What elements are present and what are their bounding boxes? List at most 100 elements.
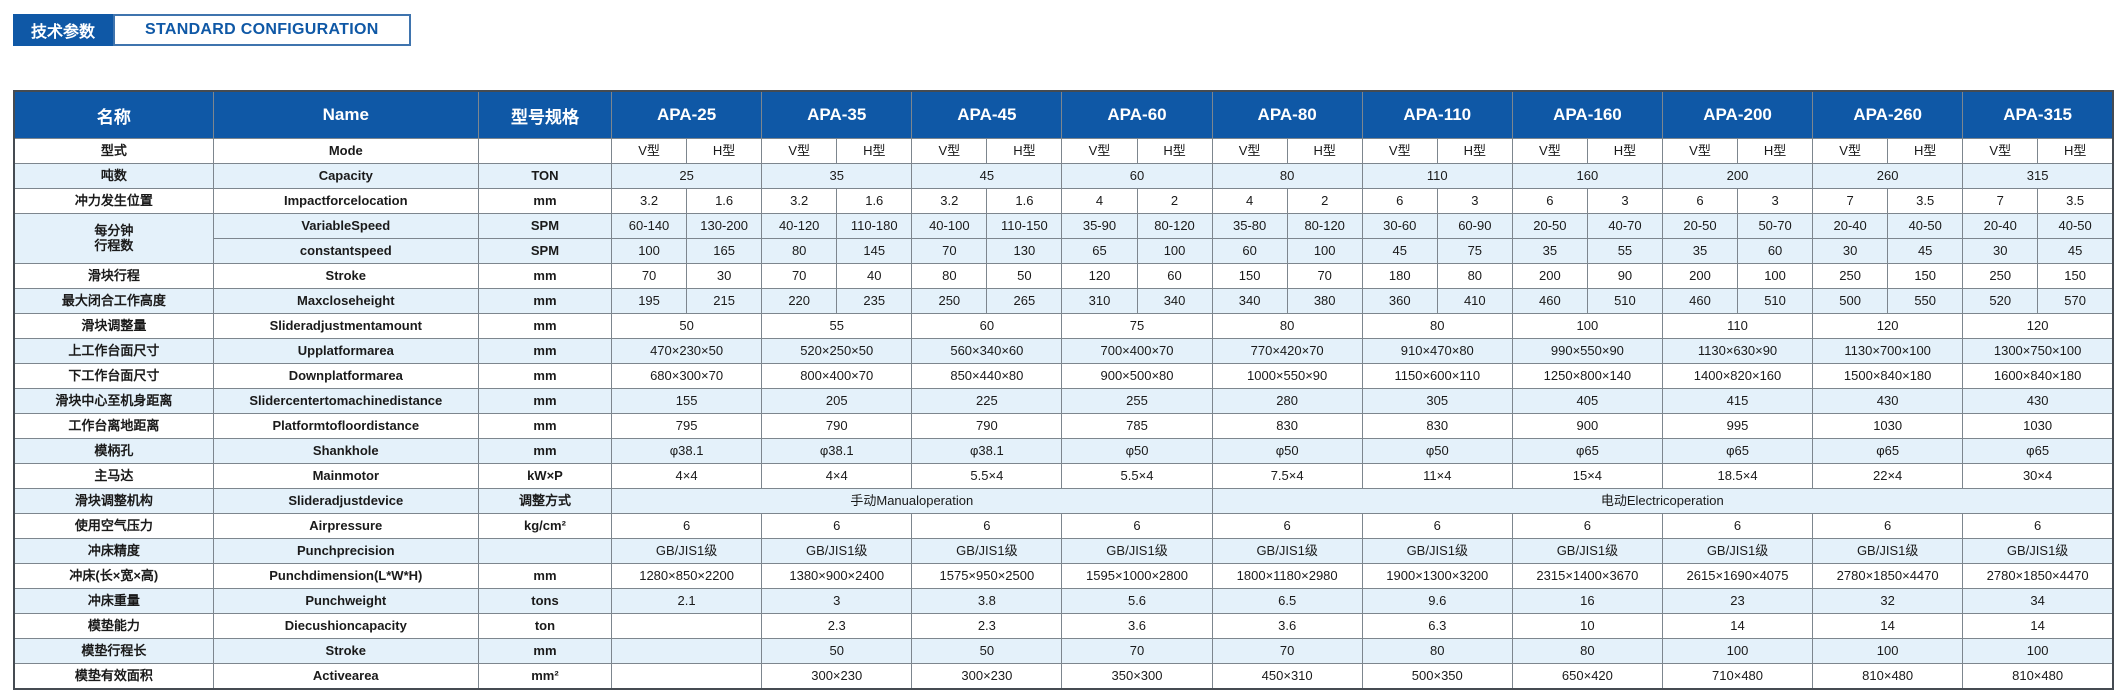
row-unit bbox=[477, 538, 613, 564]
value-cell: 795 bbox=[611, 413, 763, 439]
value-cell: 6 bbox=[1361, 188, 1438, 214]
spec-row: constantspeed SPM 100 165 80 145 70 130 65 100 60 1… bbox=[14, 238, 2114, 264]
value-cell: 20-40 bbox=[1812, 213, 1889, 239]
value-cell: 5.5×4 bbox=[911, 463, 1063, 489]
value-cell: 810×480 bbox=[1962, 663, 2114, 690]
row-label-cn: 吨数 bbox=[13, 163, 214, 189]
value-cell: 100 bbox=[1737, 263, 1814, 289]
value-cell: 80 bbox=[1436, 263, 1513, 289]
value-cell: 470×230×50 bbox=[611, 338, 763, 364]
value-cell: 250 bbox=[1812, 263, 1889, 289]
value-cell: 40-100 bbox=[911, 213, 988, 239]
value-cell: 3.2 bbox=[761, 188, 838, 214]
value-cell: 70 bbox=[611, 263, 688, 289]
value-cell: V型 bbox=[1962, 138, 2039, 164]
value-cell: 250 bbox=[911, 288, 988, 314]
value-cell: 770×420×70 bbox=[1211, 338, 1363, 364]
value-cell: 200 bbox=[1661, 163, 1814, 189]
value-cell: 700×400×70 bbox=[1061, 338, 1213, 364]
spec-row: 每分钟 行程数 VariableSpeed SPM 60-140 130-200 40-12… bbox=[13, 213, 2114, 264]
value-cell: 1600×840×180 bbox=[1962, 363, 2114, 389]
spec-row: 模垫有效面积 Activearea mm² 300×230 300×230 350×300… bbox=[13, 663, 2114, 690]
value-cell: 1595×1000×2800 bbox=[1061, 563, 1213, 589]
value-cell: H型 bbox=[1136, 138, 1213, 164]
row-unit: mm bbox=[477, 388, 613, 414]
value-cell: 1280×850×2200 bbox=[611, 563, 763, 589]
column-header-model: APA-80 bbox=[1211, 90, 1363, 139]
spec-row: 滑块调整机构 Slideradjustdevice 调整方式 手动Manualoper… bbox=[13, 488, 2114, 514]
value-cell: 4×4 bbox=[611, 463, 763, 489]
value-cell: 550 bbox=[1887, 288, 1964, 314]
value-cell: 2.3 bbox=[761, 613, 913, 639]
row-unit: mm bbox=[477, 563, 613, 589]
value-cell: 6 bbox=[1661, 513, 1814, 539]
value-cell: 360 bbox=[1361, 288, 1438, 314]
value-cell: 60-90 bbox=[1436, 213, 1513, 239]
value-cell: 785 bbox=[1061, 413, 1213, 439]
value-cell: 20-50 bbox=[1511, 213, 1588, 239]
value-cell: 6 bbox=[611, 513, 763, 539]
value-cell: 520×250×50 bbox=[761, 338, 913, 364]
value-cell: 1030 bbox=[1962, 413, 2114, 439]
value-cell: H型 bbox=[1737, 138, 1814, 164]
value-cell-merged: 手动Manualoperation bbox=[611, 488, 1213, 514]
value-cell: 120 bbox=[1962, 313, 2114, 339]
value-cell: H型 bbox=[686, 138, 763, 164]
value-cell: 2615×1690×4075 bbox=[1661, 563, 1814, 589]
value-cell: φ65 bbox=[1962, 438, 2114, 464]
value-cell: 3 bbox=[1586, 188, 1663, 214]
value-cell: 2780×1850×4470 bbox=[1962, 563, 2114, 589]
value-cell: 60 bbox=[1211, 238, 1288, 264]
value-cell: 110 bbox=[1661, 313, 1814, 339]
value-cell: 4×4 bbox=[761, 463, 913, 489]
spec-table-body: 型式 Mode V型 H型 V型 H型 V型 H型 V型 H型 V型 H型 V型 H型 V型 H型 V型 H型 V型… bbox=[13, 138, 2114, 690]
spec-row: 滑块调整量 Slideradjustmentamount mm 50 55 60 75 80 8… bbox=[13, 313, 2114, 339]
value-cell: 4 bbox=[1061, 188, 1138, 214]
value-cell: 265 bbox=[986, 288, 1063, 314]
value-cell: 35 bbox=[1511, 238, 1588, 264]
value-cell: 100 bbox=[1286, 238, 1363, 264]
value-cell: 910×470×80 bbox=[1361, 338, 1513, 364]
value-cell: 235 bbox=[836, 288, 913, 314]
value-cell: 14 bbox=[1661, 613, 1814, 639]
value-cell: 710×480 bbox=[1661, 663, 1814, 690]
value-cell: 110 bbox=[1361, 163, 1513, 189]
value-cell: 3 bbox=[1436, 188, 1513, 214]
row-label-cn: 冲床精度 bbox=[13, 538, 214, 564]
value-cell: 205 bbox=[761, 388, 913, 414]
spec-row: 冲床(长×宽×高) Punchdimension(L*W*H) mm 1280×850… bbox=[13, 563, 2114, 589]
value-cell: 40-120 bbox=[761, 213, 838, 239]
value-cell: 30-60 bbox=[1361, 213, 1438, 239]
value-cell: 990×550×90 bbox=[1511, 338, 1663, 364]
value-cell: 215 bbox=[686, 288, 763, 314]
value-cell: 3.6 bbox=[1061, 613, 1213, 639]
value-cell: 305 bbox=[1361, 388, 1513, 414]
value-cell: 80 bbox=[911, 263, 988, 289]
value-cell: 5.5×4 bbox=[1061, 463, 1213, 489]
row-label-en: Activearea bbox=[212, 663, 479, 690]
value-cell: φ38.1 bbox=[611, 438, 763, 464]
row-label-en: constantspeed bbox=[212, 238, 479, 264]
value-cell: GB/JIS1级 bbox=[761, 538, 913, 564]
column-header-model: APA-60 bbox=[1061, 90, 1213, 139]
value-cell: 3.8 bbox=[911, 588, 1063, 614]
value-cell: 130 bbox=[986, 238, 1063, 264]
spec-row: 滑块中心至机身距离 Slidercentertomachinedistance mm… bbox=[13, 388, 2114, 414]
value-cell: 50 bbox=[761, 638, 913, 664]
value-cell: 14 bbox=[1812, 613, 1964, 639]
value-cell: 195 bbox=[611, 288, 688, 314]
title-badge-en: STANDARD CONFIGURATION bbox=[113, 14, 411, 46]
value-cell: 7.5×4 bbox=[1211, 463, 1363, 489]
value-cell: V型 bbox=[611, 138, 688, 164]
value-cell: 150 bbox=[2037, 263, 2114, 289]
row-label-cn: 工作台离地距离 bbox=[13, 413, 214, 439]
value-cell: 200 bbox=[1511, 263, 1588, 289]
spec-row: 模垫能力 Diecushioncapacity ton 2.3 2.3 3.6 3.6 6.3… bbox=[13, 613, 2114, 639]
column-header-model: APA-315 bbox=[1962, 90, 2114, 139]
value-cell: 3.6 bbox=[1211, 613, 1363, 639]
title-badges: 技术参数 STANDARD CONFIGURATION bbox=[13, 14, 411, 46]
value-cell: 6.5 bbox=[1211, 588, 1363, 614]
value-cell: 70 bbox=[1286, 263, 1363, 289]
row-label-cn: 滑块调整机构 bbox=[13, 488, 214, 514]
value-cell: 32 bbox=[1812, 588, 1964, 614]
